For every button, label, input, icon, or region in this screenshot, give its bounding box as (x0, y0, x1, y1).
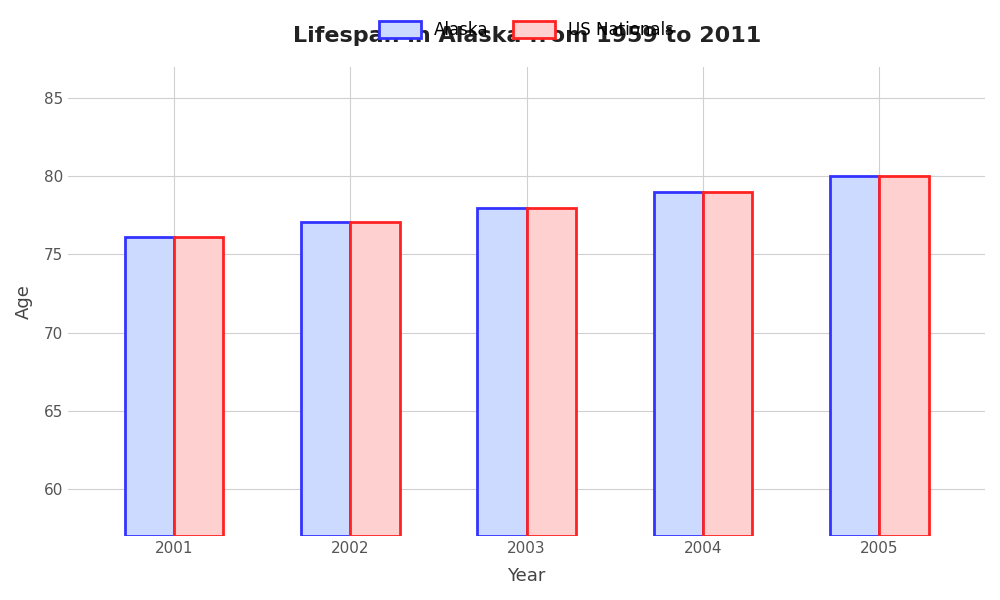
Bar (527, 208, 576, 536)
Y-axis label: Age: Age (15, 284, 33, 319)
Bar (477, 208, 527, 536)
Bar (174, 237, 223, 536)
X-axis label: Year: Year (507, 567, 546, 585)
Bar (350, 221, 400, 536)
Title: Lifespan in Alaska from 1959 to 2011: Lifespan in Alaska from 1959 to 2011 (293, 26, 761, 46)
Bar (703, 192, 752, 536)
Legend: Alaska, US Nationals: Alaska, US Nationals (372, 14, 681, 46)
Bar (654, 192, 703, 536)
Bar (879, 176, 929, 536)
Bar (301, 221, 350, 536)
Bar (125, 237, 174, 536)
Bar (830, 176, 879, 536)
